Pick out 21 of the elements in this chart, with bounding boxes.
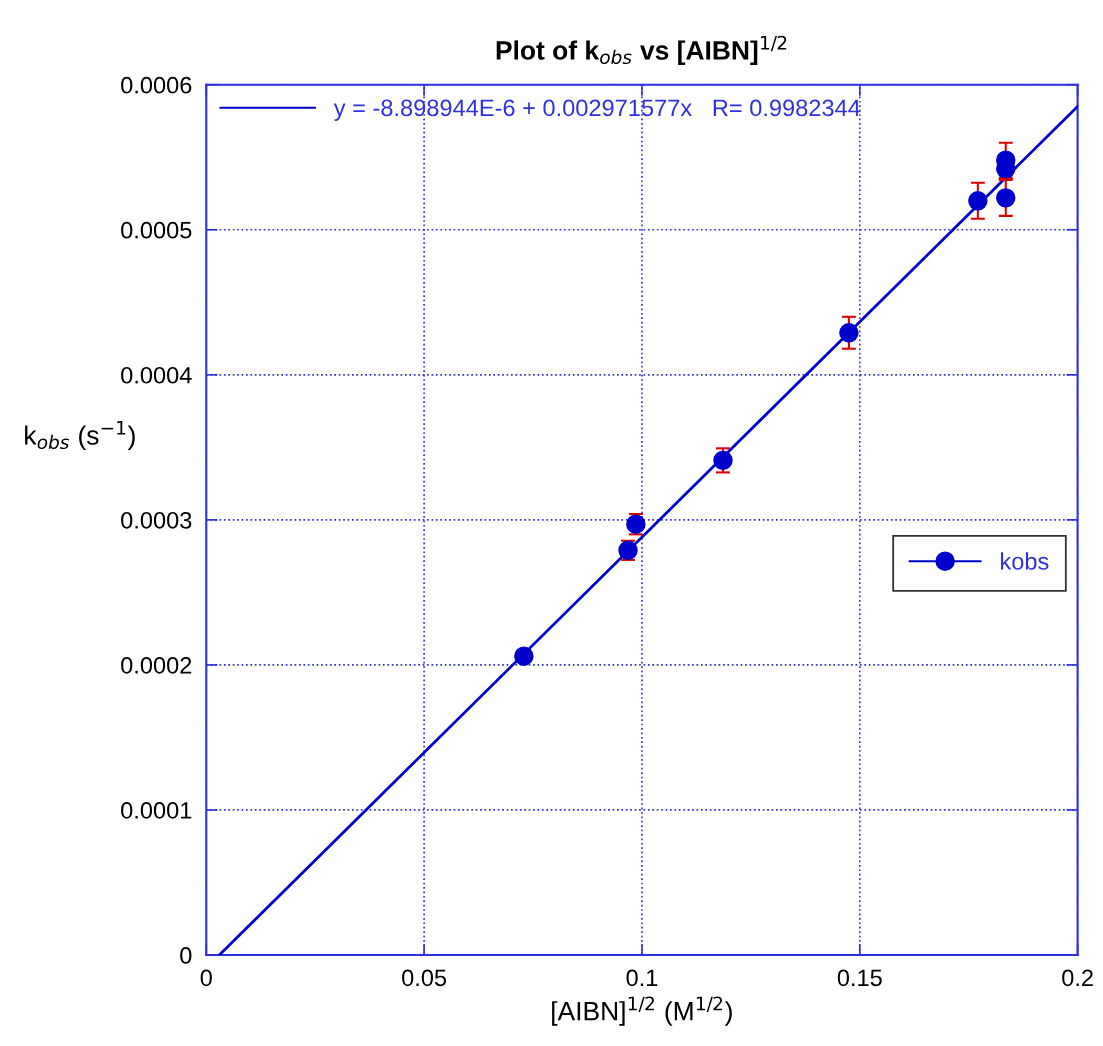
x-tick-label: 0.2 xyxy=(1062,969,1093,987)
chart-title: Plot of k$_{obs}$ vs [AIBN]$^{1/2}$ xyxy=(496,35,787,65)
y-tick-label: 0.0003 xyxy=(121,511,192,529)
x-tick-label: 0 xyxy=(200,969,212,987)
legend-label: y = -8.898944E-6 + 0.002971577x R= 0.9982344 xyxy=(333,99,861,121)
x-tick-label: 0.1 xyxy=(626,969,658,987)
point xyxy=(968,191,988,211)
point xyxy=(839,323,859,343)
y-tick-label: 0.0004 xyxy=(121,366,192,384)
point xyxy=(514,646,534,666)
legend-label: kobs xyxy=(1001,552,1049,570)
y-tick-label: 0.0001 xyxy=(121,802,192,819)
y-tick-label: 0.0005 xyxy=(121,221,192,239)
y-tick-label: 0.0006 xyxy=(121,76,192,94)
y-axis-title: k$_{obs}$ (s$^{−1}$) xyxy=(25,420,135,450)
x-tick-label: 0.05 xyxy=(402,969,447,987)
x-axis-title: [AIBN]$^{1/2}$ (M$^{1/2}$) xyxy=(552,996,732,1026)
x-tick-label: 0.15 xyxy=(837,969,882,987)
y-tick-label: 0 xyxy=(180,947,192,964)
y-tick-label: 0.0002 xyxy=(121,656,192,674)
point xyxy=(996,188,1016,208)
